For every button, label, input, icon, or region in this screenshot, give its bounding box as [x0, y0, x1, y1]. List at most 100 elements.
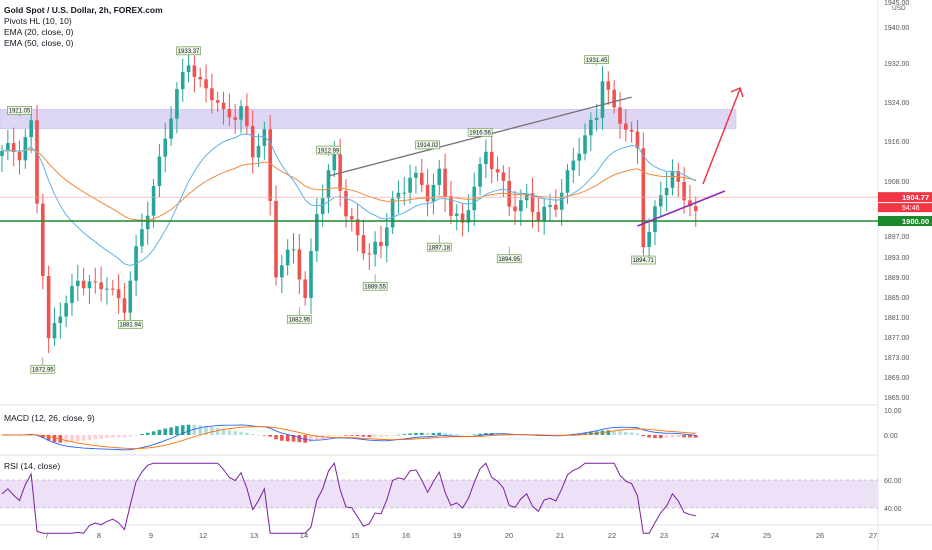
candle-body — [35, 120, 39, 204]
macd-bar — [478, 433, 482, 435]
macd-bar — [64, 435, 68, 443]
macd-bar — [280, 435, 284, 441]
macd-bar — [443, 433, 447, 435]
macd-bar — [210, 427, 214, 435]
last-price-tag — [878, 192, 932, 203]
candle-body — [559, 192, 564, 210]
pivot-label-box — [467, 127, 493, 137]
time-tick-label: 16 — [402, 531, 410, 540]
rsi-band — [0, 480, 878, 508]
macd-signal-line — [1, 426, 696, 449]
candle-body — [454, 213, 459, 216]
candle-body — [350, 216, 354, 220]
macd-bar — [169, 427, 173, 435]
time-tick-label: 23 — [660, 531, 668, 540]
macd-bar — [81, 435, 86, 441]
macd-bar — [408, 433, 412, 435]
pivot-label: 1931.45 — [586, 58, 608, 64]
macd-bar — [670, 435, 675, 438]
macd-bar — [75, 435, 80, 442]
indicator-pivots[interactable]: Pivots HL (10, 10) — [4, 16, 72, 26]
candle-body — [29, 120, 33, 138]
ema50-line — [1, 148, 696, 221]
candle-body — [606, 81, 611, 90]
lower-trendline — [637, 190, 726, 227]
projection-arrow-head — [730, 86, 744, 98]
macd-bar — [315, 435, 319, 441]
candle-body — [221, 102, 226, 110]
candle-body — [0, 151, 4, 156]
pivot-label-box — [117, 319, 143, 329]
indicator-ema20[interactable]: EMA (20, close, 0) — [4, 27, 74, 37]
candle-body — [41, 203, 45, 276]
macd-bar — [110, 435, 115, 438]
macd-bar — [87, 435, 92, 440]
macd-bar — [635, 433, 640, 435]
macd-bar — [297, 435, 302, 443]
macd-bar — [70, 435, 74, 443]
macd-tick-label: 10.00 — [884, 408, 902, 415]
candle-body — [250, 126, 255, 158]
pivot-label-box — [584, 55, 609, 64]
candle-body — [478, 164, 482, 187]
macd-bar — [268, 435, 272, 437]
candle-body — [215, 100, 220, 103]
price-tick-label: 1877.00 — [884, 335, 909, 342]
candle-body — [285, 249, 290, 266]
candle-body — [157, 156, 162, 187]
indicator-ema50[interactable]: EMA (50, close, 0) — [4, 38, 74, 48]
macd-bar — [484, 433, 488, 435]
macd-bar — [367, 435, 372, 438]
macd-bar — [454, 434, 459, 435]
candle-body — [589, 119, 593, 136]
price-tick-label: 1893.00 — [884, 255, 909, 262]
price-tick-label: 1885.00 — [884, 295, 909, 302]
price-tick-label: 1869.00 — [884, 375, 909, 382]
candle-body — [70, 286, 74, 304]
pivot-label-box — [630, 255, 656, 265]
pivot-label: 1872.95 — [32, 367, 54, 373]
candle-body — [332, 154, 337, 171]
candle-body — [262, 129, 267, 146]
candles — [0, 51, 698, 353]
candle-body — [93, 281, 98, 283]
macd-bar — [128, 435, 133, 437]
macd-bar — [390, 435, 395, 436]
macd-bar — [419, 432, 424, 435]
pivot-label-box — [7, 106, 32, 115]
candle-body — [6, 143, 10, 151]
macd-bar — [618, 431, 622, 435]
candle-body — [513, 206, 517, 212]
candle-body — [326, 170, 331, 199]
candle-body — [466, 210, 471, 223]
pivot-label: 1914.02 — [417, 143, 439, 149]
pivot-label-box — [287, 314, 312, 324]
pivot-label: 1894.95 — [498, 257, 520, 263]
candle-body — [192, 65, 197, 77]
macd-bar — [583, 432, 587, 435]
time-tick-label: 7 — [45, 531, 49, 540]
candle-body — [542, 206, 546, 222]
macd-bar — [641, 435, 646, 437]
projection-arrow — [702, 88, 741, 185]
price-tick-label: 1945.00 — [884, 0, 909, 7]
candle-body — [256, 145, 261, 158]
candle-body — [571, 160, 576, 171]
macd-bar — [647, 435, 651, 438]
macd-bar — [501, 433, 506, 435]
candle-body — [210, 88, 214, 101]
time-tick-label: 14 — [300, 531, 308, 540]
macd-bar — [180, 425, 185, 435]
candle-body — [367, 253, 372, 255]
macd-bar — [204, 426, 208, 435]
chart-title: Gold Spot / U.S. Dollar, 2h, FOREX.com — [4, 5, 163, 15]
macd-bar — [693, 435, 698, 438]
macd-bar — [682, 435, 686, 438]
macd-bar — [309, 435, 313, 442]
time-tick-label: 19 — [453, 531, 461, 540]
price-tick-label: 1881.00 — [884, 315, 909, 322]
resistance-zone — [0, 109, 737, 130]
candle-body — [536, 212, 541, 222]
macd-bar — [338, 435, 342, 436]
